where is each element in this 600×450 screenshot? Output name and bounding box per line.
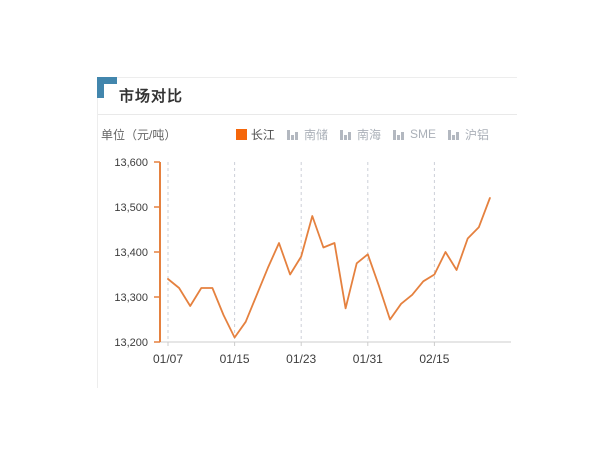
legend-item[interactable]: 沪铝 xyxy=(447,126,489,143)
x-axis-label: 01/15 xyxy=(220,352,250,366)
market-comparison-panel: 市场对比 单位（元/吨） 长江 南储 南海 SME 沪铝 01/07 01/15 01/23… xyxy=(97,77,517,388)
legend-item[interactable]: 南海 xyxy=(339,126,381,143)
legend-item-label: 长江 xyxy=(250,127,275,142)
legend-item-label: 南海 xyxy=(356,127,381,142)
y-axis-label: 13,400 xyxy=(114,247,148,259)
series-swatch-icon xyxy=(235,128,247,140)
panel-header: 市场对比 xyxy=(97,77,517,115)
panel-title: 市场对比 xyxy=(119,88,184,105)
y-axis-label: 13,300 xyxy=(114,292,148,304)
legend-item[interactable]: 长江 xyxy=(235,126,275,143)
legend-item-label: 南储 xyxy=(303,127,328,142)
y-axis-label: 13,200 xyxy=(114,337,148,349)
unit-label: 单位（元/吨） xyxy=(101,127,177,142)
legend-item[interactable]: SME xyxy=(392,127,436,141)
bar-chart-icon xyxy=(286,129,298,140)
x-axis-label: 02/15 xyxy=(419,352,449,366)
bar-chart-icon xyxy=(339,129,351,140)
bar-chart-icon xyxy=(392,129,404,140)
legend-item[interactable]: 南储 xyxy=(286,126,328,143)
chart-header-row: 单位（元/吨） 长江 南储 南海 SME 沪铝 xyxy=(101,126,489,142)
x-axis-label: 01/23 xyxy=(286,352,316,366)
x-axis-label: 01/31 xyxy=(353,352,383,366)
y-axis-label: 13,600 xyxy=(114,157,148,169)
corner-bracket-icon xyxy=(97,77,117,98)
x-axis-label: 01/07 xyxy=(153,352,183,366)
price-line-chart: 01/07 01/15 01/23 01/31 02/15 13,600 13,500 13,… xyxy=(114,157,511,366)
legend-item-label: SME xyxy=(409,127,436,141)
legend: 长江 南储 南海 SME 沪铝 xyxy=(224,126,489,143)
bar-chart-icon xyxy=(447,129,459,140)
series-line xyxy=(167,197,491,339)
y-axis-label: 13,500 xyxy=(114,202,148,214)
legend-item-label: 沪铝 xyxy=(464,127,489,142)
